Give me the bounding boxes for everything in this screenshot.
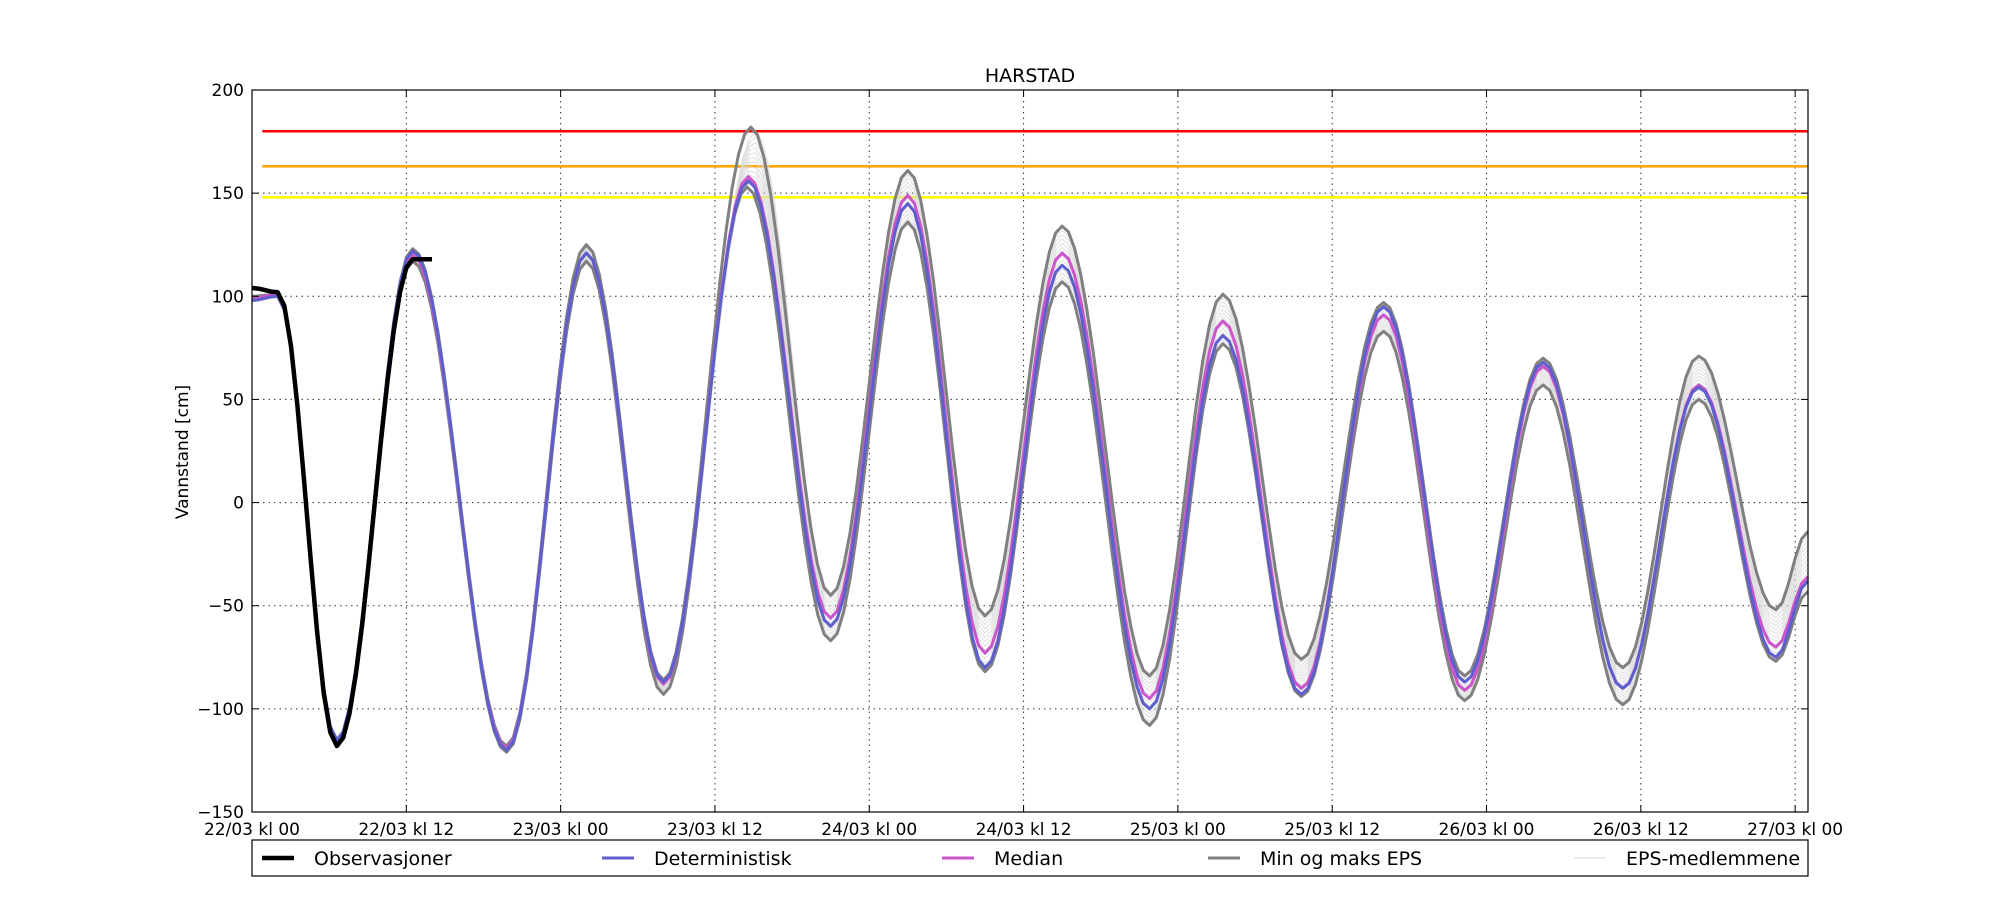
legend-label: Deterministisk (654, 848, 792, 870)
x-tick-label: 26/03 kl 00 (1439, 820, 1535, 840)
plot-frame (251, 89, 1809, 813)
y-tick-label: 100 (212, 287, 244, 307)
eps-member-line (251, 136, 1809, 748)
legend-label: Observasjoner (314, 848, 452, 870)
x-tick-label: 27/03 kl 00 (1747, 820, 1843, 840)
eps-member-line (251, 141, 1809, 749)
legend-box (251, 839, 1809, 877)
eps-member-line (251, 152, 1809, 750)
x-tick-label: 25/03 kl 12 (1284, 820, 1380, 840)
y-axis-label: Vannstand [cm] (173, 385, 193, 519)
x-tick-label: 23/03 kl 00 (513, 820, 609, 840)
y-tick-label: −50 (208, 597, 244, 617)
y-axis-ticks: −150 −100 −50 0 50 100 150 200 (197, 81, 1808, 823)
eps-member-line (251, 146, 1809, 749)
x-tick-label: 22/03 kl 12 (358, 820, 454, 840)
y-tick-label: 50 (222, 390, 244, 410)
x-tick-label: 22/03 kl 00 (204, 820, 300, 840)
chart-title: HARSTAD (985, 65, 1075, 87)
eps-member-line (251, 131, 1809, 748)
y-tick-label: 150 (212, 184, 244, 204)
x-tick-label: 25/03 kl 00 (1130, 820, 1226, 840)
legend-label: Median (994, 848, 1063, 870)
legend-label: EPS-medlemmene (1626, 848, 1800, 870)
threshold-lines (262, 129, 1808, 199)
y-tick-label: 200 (212, 81, 244, 101)
x-tick-label: 24/03 kl 12 (976, 820, 1072, 840)
legend: Observasjoner Deterministisk Median Min og … (251, 839, 1809, 877)
y-tick-label: −150 (197, 803, 244, 823)
series-layer (251, 125, 1810, 754)
y-tick-label: 0 (233, 494, 244, 514)
x-tick-label: 26/03 kl 12 (1593, 820, 1689, 840)
y-tick-label: −100 (197, 700, 244, 720)
x-tick-label: 24/03 kl 00 (821, 820, 917, 840)
grid (252, 90, 1808, 812)
x-axis-ticks: 22/03 kl 00 22/03 kl 12 23/03 kl 00 23/03 k… (204, 90, 1843, 840)
series-line-det (251, 179, 1810, 752)
eps-member-line (251, 157, 1809, 750)
legend-label: Min og maks EPS (1260, 848, 1422, 870)
series-line-obs (251, 256, 432, 749)
x-tick-label: 23/03 kl 12 (667, 820, 763, 840)
